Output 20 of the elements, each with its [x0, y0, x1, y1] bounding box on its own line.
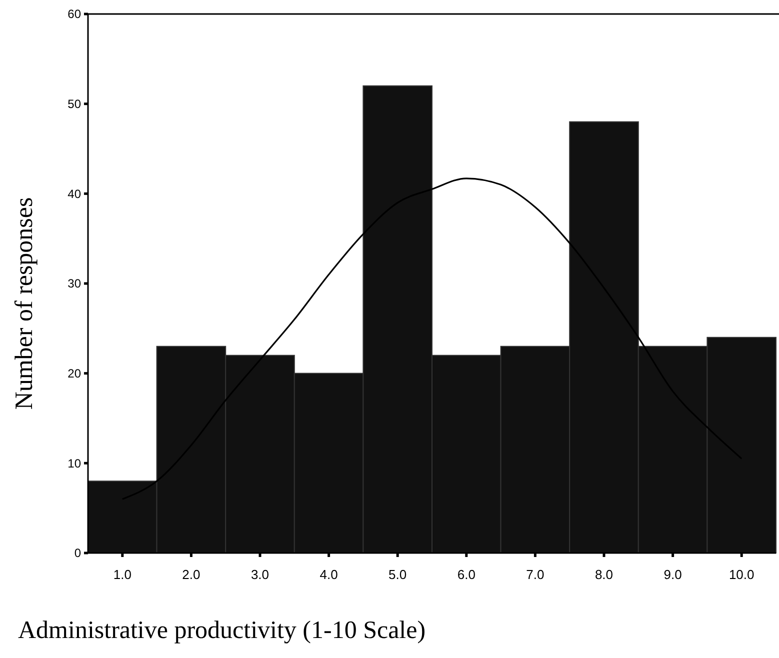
- x-tick-label: 1.0: [113, 567, 132, 582]
- x-tick-label: 9.0: [664, 567, 682, 582]
- x-tick-label: 7.0: [526, 567, 544, 582]
- y-tick-label: 50: [68, 97, 82, 112]
- y-tick-label: 10: [68, 456, 82, 470]
- x-tick-label: 10.0: [728, 567, 754, 582]
- y-tick-label: 0: [74, 546, 82, 560]
- x-tick-label: 8.0: [594, 567, 614, 582]
- y-tick-label: 20: [68, 366, 82, 381]
- y-axis-title: Number of responses: [11, 197, 38, 410]
- y-tick-label: 30: [68, 276, 82, 291]
- x-tick-label: 2.0: [182, 567, 200, 582]
- x-tick-label: 4.0: [320, 567, 338, 582]
- x-tick-label: 3.0: [250, 567, 270, 582]
- x-tick-label: 6.0: [457, 567, 476, 582]
- x-tick-label: 5.0: [388, 567, 407, 582]
- y-tick-label: 60: [68, 7, 82, 22]
- y-tick-label: 40: [68, 186, 82, 201]
- line-series: [122, 178, 742, 500]
- x-axis-title: Administrative productivity (1-10 Scale): [18, 617, 426, 644]
